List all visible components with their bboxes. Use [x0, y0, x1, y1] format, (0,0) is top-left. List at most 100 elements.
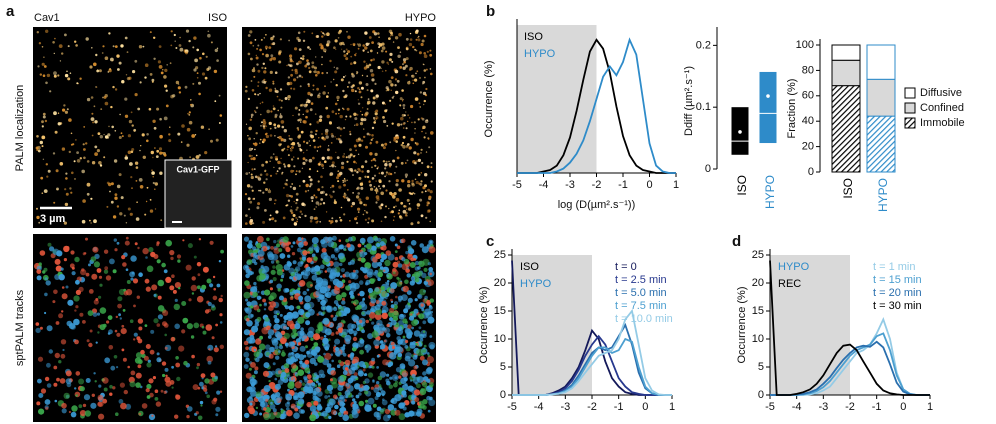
speckle [279, 253, 286, 259]
speckle [276, 95, 279, 98]
speckle [331, 217, 334, 220]
speckle [41, 120, 44, 124]
speckle [71, 171, 74, 175]
speckle [378, 46, 381, 49]
speckle [317, 180, 320, 183]
speckle [74, 178, 76, 180]
speckle [298, 242, 304, 248]
speckle [379, 409, 385, 415]
speckle [279, 295, 284, 301]
speckle [357, 370, 364, 377]
speckle [419, 288, 426, 296]
speckle [364, 373, 368, 377]
speckle [290, 158, 294, 161]
speckle [418, 326, 422, 330]
speckle [424, 190, 427, 193]
speckle [371, 178, 374, 180]
speckle [420, 117, 423, 120]
speckle [263, 37, 265, 39]
speckle [289, 185, 292, 188]
speckle [135, 382, 141, 388]
speckle [358, 90, 362, 94]
speckle [312, 156, 315, 160]
speckle [293, 412, 300, 420]
speckle [401, 365, 406, 370]
speckle [63, 392, 70, 400]
speckle [342, 344, 346, 347]
speckle [254, 111, 257, 114]
speckle [79, 410, 87, 417]
speckle [294, 221, 296, 224]
speckle [402, 335, 406, 339]
speckle [148, 378, 154, 384]
speckle [148, 247, 154, 253]
speckle [150, 150, 154, 155]
speckle [212, 295, 218, 301]
speckle [117, 296, 123, 302]
speckle [88, 263, 91, 267]
speckle [390, 31, 393, 35]
speckle [309, 216, 314, 220]
speckle [348, 280, 352, 284]
speckle [286, 64, 288, 67]
speckle [112, 45, 115, 48]
speckle [371, 357, 375, 362]
speckle [164, 68, 168, 73]
x-tick-label: -5 [507, 401, 517, 413]
speckle [102, 398, 108, 404]
speckle [304, 214, 307, 218]
y-tick-label: 0 [500, 389, 506, 401]
speckle [411, 121, 413, 124]
speckle [82, 143, 85, 146]
speckle [415, 342, 418, 346]
speckle [422, 91, 427, 96]
speckle [287, 381, 295, 389]
speckle [42, 112, 46, 116]
speckle [39, 250, 46, 256]
speckle [71, 271, 76, 276]
speckle [219, 390, 223, 393]
speckle [274, 90, 277, 93]
speckle [393, 407, 397, 411]
speckle [168, 139, 172, 143]
speckle [326, 156, 331, 160]
speckle [278, 345, 284, 350]
speckle [373, 324, 380, 331]
speckle [274, 345, 279, 350]
speckle [208, 128, 210, 130]
speckle [112, 85, 115, 89]
speckle [125, 154, 128, 157]
speckle [83, 156, 86, 160]
speckle [315, 201, 320, 205]
speckle [116, 366, 119, 369]
speckle [195, 155, 200, 159]
speckle [130, 150, 134, 154]
speckle [219, 344, 224, 349]
speckle [372, 96, 376, 100]
speckle [393, 192, 397, 196]
speckle [396, 123, 401, 127]
speckle [170, 94, 174, 99]
speckle [58, 44, 63, 48]
speckle [137, 364, 142, 369]
speckle [309, 219, 313, 223]
speckle [359, 349, 364, 355]
speckle [357, 102, 361, 106]
speckle [406, 290, 412, 295]
speckle [382, 269, 386, 273]
x-tick-label: -5 [765, 401, 775, 413]
speckle [204, 151, 208, 155]
speckle [296, 127, 299, 130]
speckle [294, 381, 302, 389]
speckle [110, 57, 114, 62]
speckle [96, 69, 100, 73]
speckle [188, 114, 191, 116]
speckle [244, 307, 249, 312]
speckle [59, 378, 66, 384]
speckle [61, 147, 66, 151]
speckle [344, 118, 347, 121]
speckle [352, 398, 356, 402]
speckle [381, 306, 389, 313]
speckle [294, 358, 298, 362]
y-axis-label: Occurrence (%) [483, 60, 495, 137]
